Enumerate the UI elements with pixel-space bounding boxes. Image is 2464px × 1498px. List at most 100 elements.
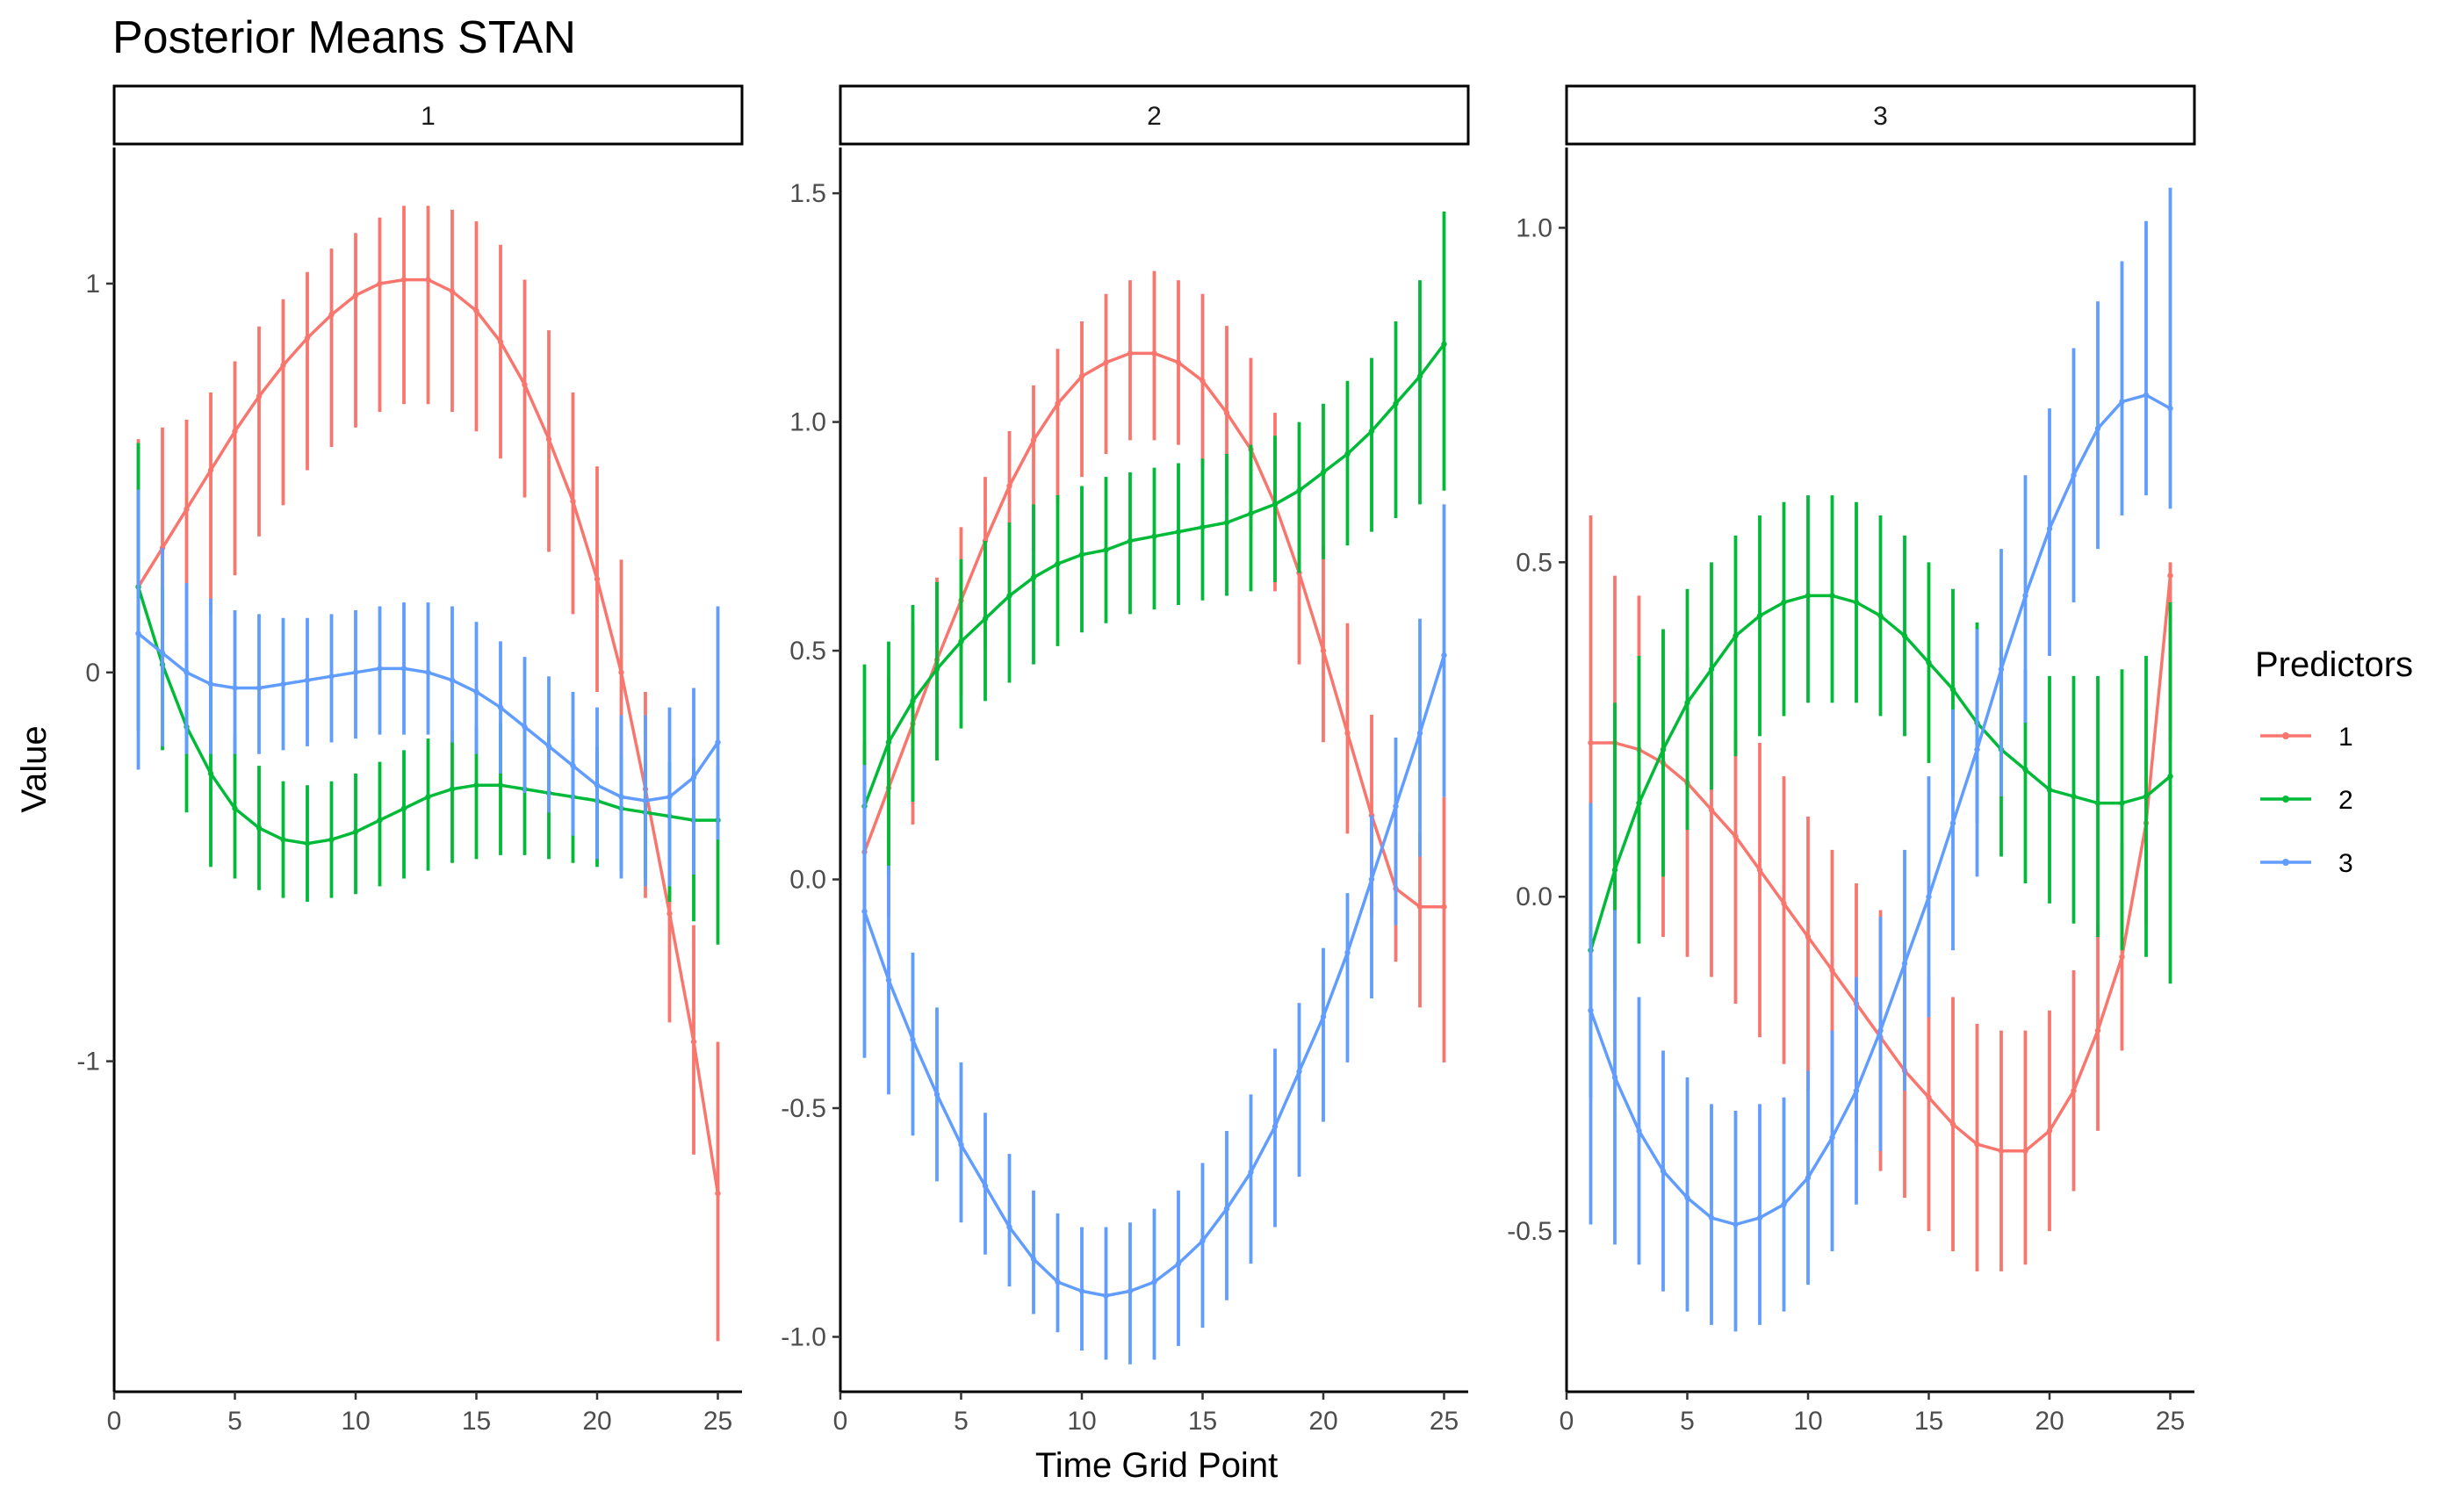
- data-point: [1393, 400, 1399, 407]
- data-point: [1151, 350, 1157, 356]
- data-point: [1223, 1206, 1230, 1212]
- data-point: [1151, 533, 1157, 540]
- data-point: [2143, 793, 2150, 800]
- data-point: [2071, 793, 2077, 800]
- data-point: [184, 669, 190, 675]
- data-point: [304, 677, 311, 683]
- data-point: [690, 774, 697, 781]
- x-tick-label: 5: [227, 1407, 242, 1436]
- facet-strip: [1565, 84, 2196, 146]
- data-point: [207, 681, 214, 688]
- data-point: [352, 292, 359, 299]
- x-tick-label: 10: [341, 1407, 370, 1436]
- x-tick-label: 10: [1067, 1407, 1096, 1436]
- data-point: [1151, 1278, 1157, 1286]
- data-point: [473, 307, 479, 314]
- series-3: [861, 504, 1447, 1365]
- data-point: [497, 782, 504, 789]
- legend-key-point: [2282, 732, 2289, 739]
- data-point: [1853, 1087, 1860, 1094]
- series-3: [1588, 187, 2173, 1332]
- data-point: [232, 685, 238, 691]
- data-point: [1078, 1288, 1085, 1294]
- data-point: [545, 743, 552, 750]
- data-point: [135, 630, 141, 637]
- chart-title: Posterior Means STAN: [112, 12, 576, 63]
- data-point: [1636, 1127, 1642, 1134]
- data-point: [2022, 593, 2028, 599]
- data-point: [1127, 1288, 1134, 1294]
- data-point: [256, 393, 263, 400]
- x-tick-label: 15: [462, 1407, 491, 1436]
- data-point: [1805, 1175, 1812, 1181]
- data-point: [232, 805, 238, 811]
- data-point: [1320, 469, 1327, 476]
- data-point: [425, 277, 431, 283]
- data-point: [1103, 1293, 1109, 1299]
- data-point: [328, 837, 335, 843]
- data-point: [1006, 593, 1012, 599]
- data-point: [400, 666, 407, 672]
- data-point: [1248, 1169, 1254, 1176]
- y-tick-label: 0: [85, 659, 100, 688]
- data-point: [1708, 807, 1715, 813]
- x-tick-label: 20: [2035, 1407, 2064, 1436]
- data-point: [1175, 359, 1182, 366]
- data-point: [1926, 894, 1932, 900]
- legend: Predictors 1 2 3: [2255, 645, 2413, 878]
- series-line: [137, 277, 720, 1194]
- data-point: [207, 770, 214, 777]
- data-point: [1829, 1134, 1835, 1141]
- data-point: [1344, 730, 1351, 737]
- data-point: [1684, 700, 1690, 706]
- x-tick-label: 5: [954, 1407, 969, 1436]
- data-point: [1441, 652, 1447, 659]
- data-point: [1949, 820, 1956, 826]
- data-point: [522, 381, 528, 388]
- y-tick-label: 0.5: [1516, 548, 1553, 577]
- y-tick-label: -1.0: [781, 1322, 826, 1351]
- series-3: [135, 489, 721, 887]
- x-tick-label: 10: [1793, 1407, 1822, 1436]
- data-point: [232, 429, 238, 435]
- data-point: [982, 1183, 989, 1189]
- data-point: [2119, 800, 2125, 806]
- data-point: [1756, 867, 1763, 873]
- x-tick-label: 15: [1188, 1407, 1217, 1436]
- data-point: [280, 362, 286, 369]
- data-point: [2119, 399, 2125, 405]
- data-point: [1078, 551, 1085, 558]
- data-point: [1006, 483, 1012, 489]
- legend-title: Predictors: [2255, 645, 2413, 684]
- series-line: [862, 654, 1446, 1298]
- data-point: [1611, 1074, 1618, 1081]
- data-point: [1998, 1148, 2005, 1154]
- data-point: [1781, 900, 1787, 907]
- data-point: [1829, 593, 1835, 599]
- data-point: [497, 704, 504, 710]
- data-point: [400, 805, 407, 811]
- data-point: [1926, 1094, 1932, 1100]
- data-point: [1175, 529, 1182, 535]
- data-point: [1344, 949, 1351, 956]
- data-point: [885, 739, 892, 745]
- data-point: [545, 436, 552, 443]
- data-point: [1223, 409, 1230, 416]
- data-point: [2071, 1087, 2077, 1094]
- data-point: [1296, 487, 1302, 493]
- data-point: [497, 339, 504, 345]
- data-point: [1078, 373, 1085, 379]
- legend-label: 2: [2338, 786, 2353, 815]
- facet-panel-2: 2 -1.0 -0.5 0.0 0.5 1.0 1.5 0 5 10 15 20 25: [781, 84, 1470, 1436]
- data-point: [1733, 632, 1739, 639]
- data-point: [1660, 1168, 1667, 1174]
- data-point: [449, 288, 456, 295]
- data-point: [594, 576, 601, 582]
- data-point: [2046, 1127, 2053, 1134]
- data-point: [256, 825, 263, 832]
- data-point: [1660, 746, 1667, 753]
- data-point: [1416, 904, 1423, 910]
- x-tick-label: 0: [107, 1407, 122, 1436]
- data-point: [1708, 1214, 1715, 1221]
